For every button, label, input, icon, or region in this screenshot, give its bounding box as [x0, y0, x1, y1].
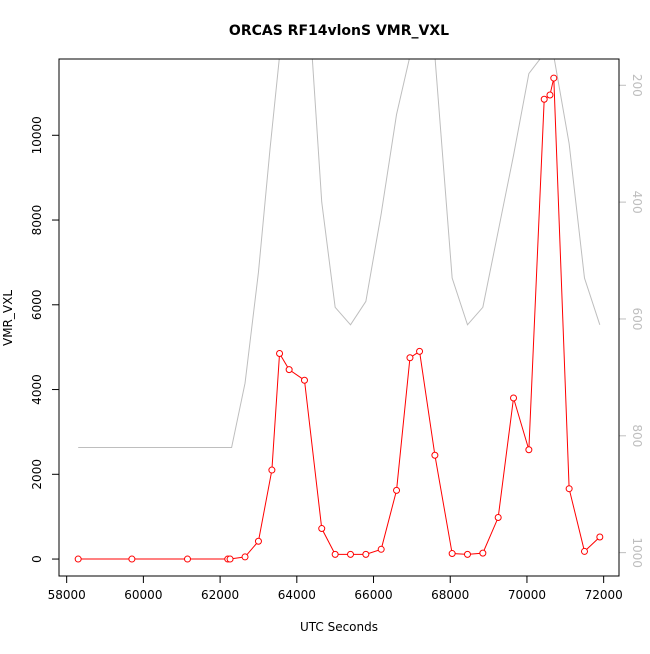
data-point [565, 485, 573, 493]
data-point [347, 550, 355, 558]
x-tick-label: 58000 [48, 588, 86, 602]
data-point [226, 555, 234, 563]
x-tick-label: 68000 [431, 588, 469, 602]
x-tick-label: 60000 [124, 588, 162, 602]
series-group [74, 59, 604, 563]
y2-tick-label: 600 [630, 308, 644, 331]
data-point [128, 555, 136, 563]
data-point [510, 394, 518, 402]
x-tick-label: 72000 [585, 588, 623, 602]
x-tick-label: 66000 [354, 588, 392, 602]
data-point [546, 91, 554, 99]
y-tick-label: 6000 [30, 290, 44, 321]
data-point [416, 347, 424, 355]
y2-tick-label: 800 [630, 424, 644, 447]
y-tick-label: 2000 [30, 459, 44, 490]
y-tick-label: 8000 [30, 205, 44, 236]
data-point [540, 95, 548, 103]
data-point [74, 555, 82, 563]
y2-tick-label: 1000 [630, 537, 644, 568]
data-point [268, 466, 276, 474]
data-point [362, 550, 370, 558]
data-point [276, 350, 284, 358]
chart-title: ORCAS RF14vlonS VMR_VXL [229, 23, 449, 39]
data-point [300, 376, 308, 384]
y2-tick-label: 200 [630, 74, 644, 97]
data-point [463, 550, 471, 558]
data-point [479, 549, 487, 557]
data-point [241, 553, 249, 561]
data-point [254, 537, 262, 545]
x-tick-label: 64000 [278, 588, 316, 602]
y-tick-label: 0 [30, 555, 44, 563]
data-point [525, 446, 533, 454]
data-point [580, 547, 588, 555]
data-point [318, 525, 326, 533]
data-point [448, 550, 456, 558]
data-point [377, 545, 385, 553]
data-point [393, 486, 401, 494]
y2-tick-label: 400 [630, 191, 644, 214]
series-line-right [78, 59, 601, 448]
x-axis-label: UTC Seconds [300, 620, 378, 634]
y-tick-label: 10000 [30, 116, 44, 154]
data-point [331, 550, 339, 558]
y-axis-label: VMR_VXL [1, 290, 15, 346]
y-tick-label: 4000 [30, 374, 44, 405]
x-tick-label: 70000 [508, 588, 546, 602]
data-point [183, 555, 191, 563]
plot-layer: 58000 60000 62000 64000 66000 68000 70000 72000… [30, 59, 644, 602]
data-point [494, 514, 502, 522]
data-point [406, 354, 414, 362]
data-point [431, 451, 439, 459]
data-point [285, 366, 293, 374]
x-tick-label: 62000 [201, 588, 239, 602]
data-point [550, 74, 558, 82]
data-point [596, 533, 604, 541]
plot-frame [58, 58, 620, 577]
